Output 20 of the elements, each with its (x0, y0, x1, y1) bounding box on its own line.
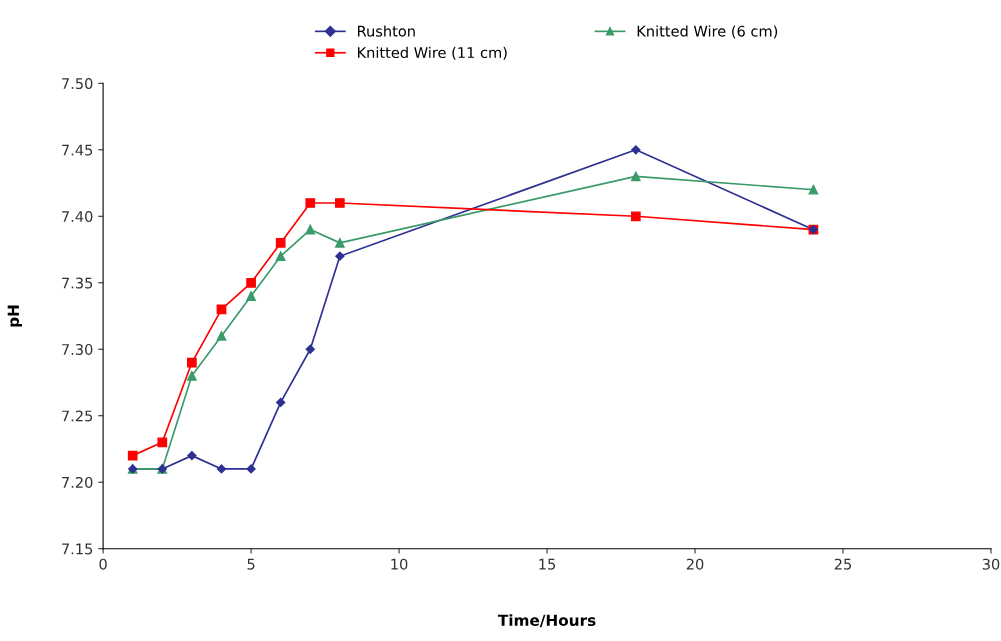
y-tick-label: 7.30 (62, 343, 93, 355)
x-tick-label: 25 (834, 558, 852, 570)
legend-label: Knitted Wire (11 cm) (358, 46, 507, 60)
y-tick-label: 7.45 (62, 144, 93, 156)
y-tick-label: 7.20 (62, 476, 93, 488)
x-tick-label: 0 (99, 558, 107, 570)
x-tick-label: 5 (247, 558, 255, 570)
y-tick-label: 7.50 (62, 78, 93, 90)
y-tick-label: 7.15 (62, 543, 93, 555)
legend-label: Knitted Wire (6 cm) (637, 25, 778, 39)
y-tick-label: 7.40 (62, 211, 93, 223)
x-tick-label: 30 (982, 558, 1000, 570)
x-tick-label: 10 (391, 558, 408, 570)
x-axis-title: Time/Hours (497, 614, 596, 628)
y-tick-label: 7.25 (62, 410, 93, 422)
x-tick-label: 15 (539, 558, 556, 570)
legend-label: Rushton (358, 25, 415, 37)
y-tick-label: 7.35 (62, 277, 93, 289)
y-axis-title: pH (7, 305, 23, 327)
x-tick-label: 20 (686, 558, 704, 570)
